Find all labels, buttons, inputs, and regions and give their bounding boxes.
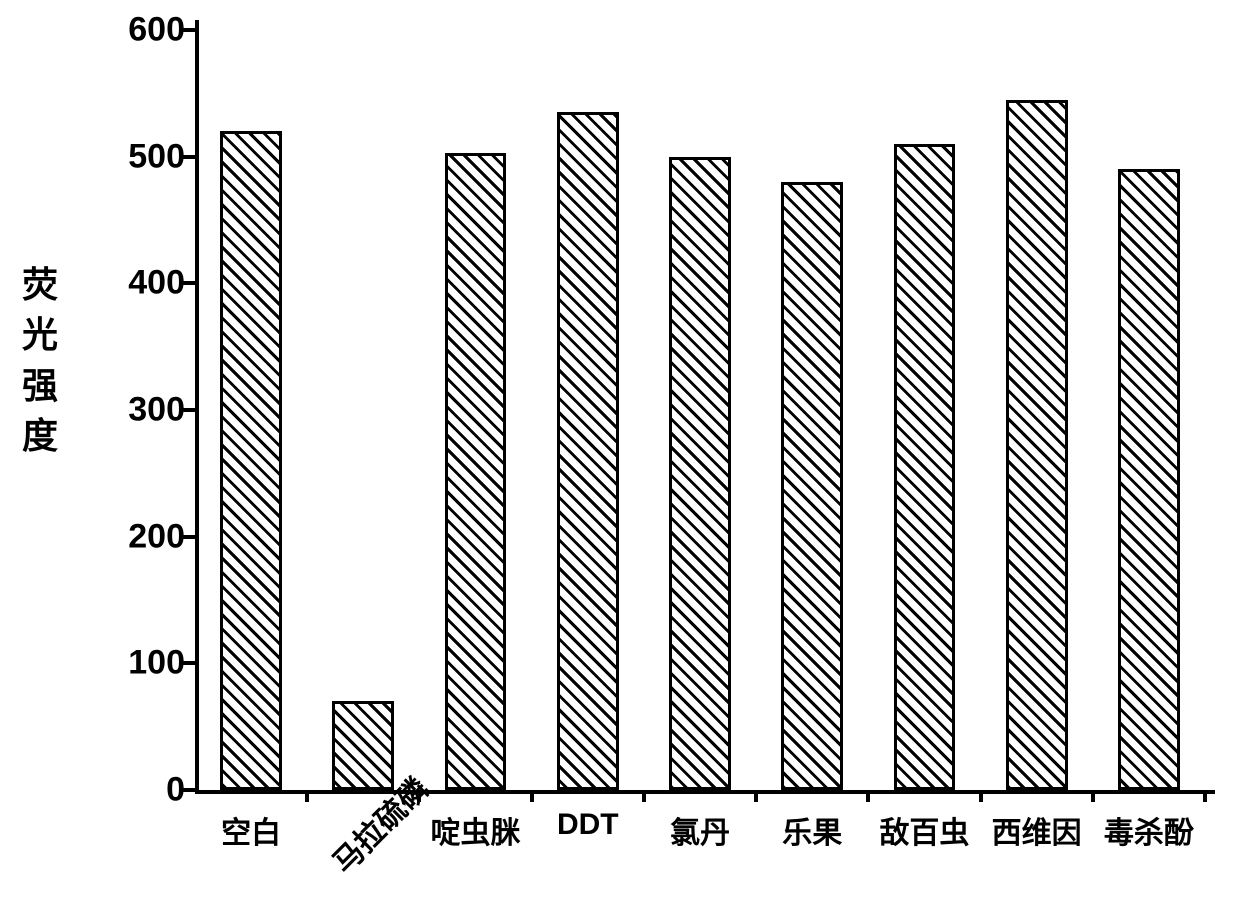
x-tick <box>754 790 758 802</box>
x-tick <box>1203 790 1207 802</box>
x-tick <box>979 790 983 802</box>
y-tick-label: 500 <box>128 137 185 176</box>
y-tick-label: 100 <box>128 644 185 683</box>
y-tick <box>183 408 195 412</box>
bar <box>332 701 394 790</box>
bar-hatch <box>557 112 619 790</box>
bar-hatch <box>220 131 282 790</box>
x-tick-label: DDT <box>557 808 619 842</box>
x-tick-label: 毒杀酚 <box>1104 808 1194 852</box>
bar-hatch <box>332 701 394 790</box>
y-axis-title-char: 强 <box>20 361 60 411</box>
y-tick <box>183 28 195 32</box>
bar <box>557 112 619 790</box>
bar-hatch <box>669 157 731 790</box>
x-tick-label: 空白 <box>221 808 281 852</box>
bar-hatch <box>1006 100 1068 790</box>
bar-hatch <box>1118 169 1180 790</box>
bar <box>781 182 843 790</box>
bar <box>220 131 282 790</box>
y-tick-label: 600 <box>128 11 185 50</box>
x-tick <box>642 790 646 802</box>
x-tick <box>866 790 870 802</box>
y-axis-title-char: 光 <box>20 310 60 360</box>
x-tick-label: 西维因 <box>992 808 1082 852</box>
x-tick-label: 啶虫脒 <box>431 808 521 852</box>
y-axis-title: 荧 光 强 度 <box>20 260 60 462</box>
y-tick <box>183 788 195 792</box>
y-tick <box>183 661 195 665</box>
x-axis-line <box>195 790 1215 794</box>
x-tick <box>530 790 534 802</box>
bar-chart: 荧 光 强 度 600 500 400 300 200 100 0 空白马拉硫磷… <box>0 0 1240 922</box>
x-tick <box>305 790 309 802</box>
y-tick <box>183 155 195 159</box>
y-axis-title-char: 荧 <box>20 260 60 310</box>
y-tick <box>183 535 195 539</box>
bar <box>669 157 731 790</box>
y-axis-title-char: 度 <box>20 411 60 461</box>
x-tick-label: 乐果 <box>782 808 842 852</box>
x-tick-label: 敌百虫 <box>879 808 969 852</box>
x-tick <box>1091 790 1095 802</box>
bar-hatch <box>894 144 956 790</box>
bar <box>894 144 956 790</box>
bar-hatch <box>445 153 507 790</box>
bar <box>445 153 507 790</box>
bar <box>1118 169 1180 790</box>
y-tick <box>183 281 195 285</box>
bar <box>1006 100 1068 790</box>
bar-hatch <box>781 182 843 790</box>
y-tick-label: 400 <box>128 264 185 303</box>
plot-area <box>195 30 1205 790</box>
y-tick-label: 200 <box>128 517 185 556</box>
x-tick-label: 氯丹 <box>670 808 730 852</box>
y-tick-label: 300 <box>128 391 185 430</box>
